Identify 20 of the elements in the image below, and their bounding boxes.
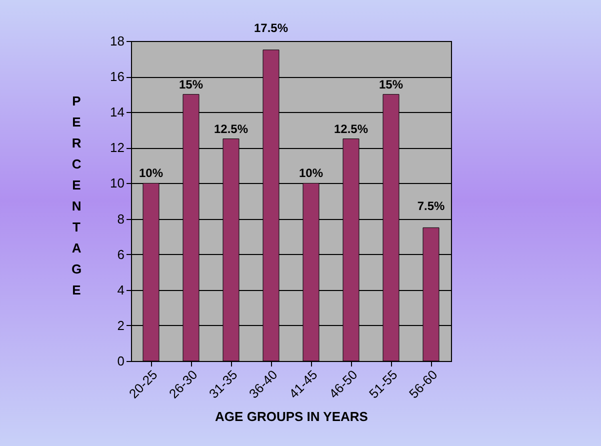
y-tick-label: 18 (110, 34, 124, 48)
y-tick-label: 4 (117, 282, 124, 298)
x-axis-title: AGE GROUPS IN YEARS (215, 409, 368, 424)
data-label: 15% (378, 77, 404, 92)
data-label: 17.5% (254, 21, 288, 35)
text: PERCENTAGE (71, 94, 82, 298)
y-tick-label: 16 (110, 69, 124, 84)
y-tick-label: 8 (117, 211, 124, 226)
data-label: 12.5% (214, 122, 248, 136)
y-tick-label: 10 (110, 176, 124, 191)
data-label: 15% (178, 77, 204, 92)
data-label: 10% (138, 166, 164, 180)
data-label: 12.5% (334, 122, 368, 136)
data-label: 10% (298, 166, 324, 180)
y-tick-label: 14 (110, 104, 124, 120)
y-tick-label: 2 (117, 318, 124, 333)
y-tick-label: 6 (117, 246, 124, 262)
y-tick-label: 12 (110, 140, 124, 156)
data-label: 7.5% (417, 198, 445, 213)
y-tick-label: 0 (117, 354, 124, 368)
